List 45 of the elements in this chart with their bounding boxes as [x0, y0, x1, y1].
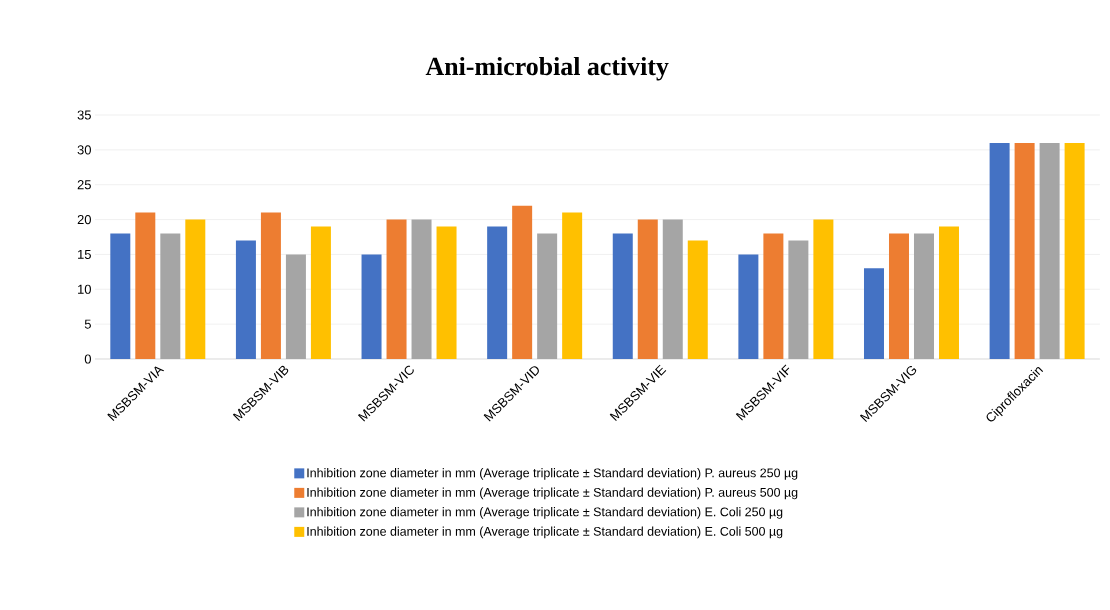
bar — [185, 219, 206, 359]
legend-label: Inhibition zone diameter in mm (Average triplicate ± Standard deviation) E. Coli 250 µg — [307, 507, 783, 519]
bar — [135, 212, 156, 359]
bar — [361, 254, 382, 359]
bar — [436, 226, 457, 359]
y-tick-label: 15 — [78, 249, 91, 259]
y-tick-label: 10 — [78, 284, 91, 294]
bar — [989, 142, 1010, 359]
legend-label: Inhibition zone diameter in mm (Average triplicate ± Standard deviation) P. aureus 500 µg — [307, 487, 798, 500]
legend-label: Inhibition zone diameter in mm (Average triplicate ± Standard deviation) P. aureus 250 µg — [307, 468, 798, 480]
bar — [913, 233, 934, 359]
bar — [888, 233, 909, 359]
bar — [1039, 142, 1060, 359]
bar — [788, 240, 809, 359]
bar — [386, 219, 407, 359]
chart-title: Ani-microbial activity — [425, 56, 669, 81]
bar — [260, 212, 281, 359]
bar — [235, 240, 256, 359]
bar — [863, 268, 884, 359]
bar — [411, 219, 432, 359]
bar — [763, 233, 784, 359]
bar — [687, 240, 708, 359]
bar — [637, 219, 658, 359]
bar — [110, 233, 131, 359]
bar — [813, 219, 834, 359]
y-tick-label: 0 — [84, 354, 91, 364]
bar — [1014, 142, 1035, 359]
bar — [285, 254, 306, 359]
bar — [310, 226, 331, 359]
y-tick-label: 5 — [84, 319, 91, 329]
bar — [1064, 142, 1085, 359]
bar — [512, 205, 533, 359]
legend-label: Inhibition zone diameter in mm (Average triplicate ± Standard deviation) E. Coli 500 µg — [307, 526, 783, 539]
bar — [562, 212, 583, 359]
bar — [537, 233, 558, 359]
bar — [662, 219, 683, 359]
bar — [487, 226, 508, 359]
y-tick-label: 30 — [77, 145, 91, 155]
bar — [738, 254, 759, 359]
bar — [612, 233, 633, 359]
bar — [938, 226, 959, 359]
y-tick-label: 20 — [77, 214, 91, 225]
bar — [160, 233, 181, 359]
y-tick-label: 25 — [77, 180, 91, 190]
y-tick-label: 35 — [77, 110, 91, 120]
